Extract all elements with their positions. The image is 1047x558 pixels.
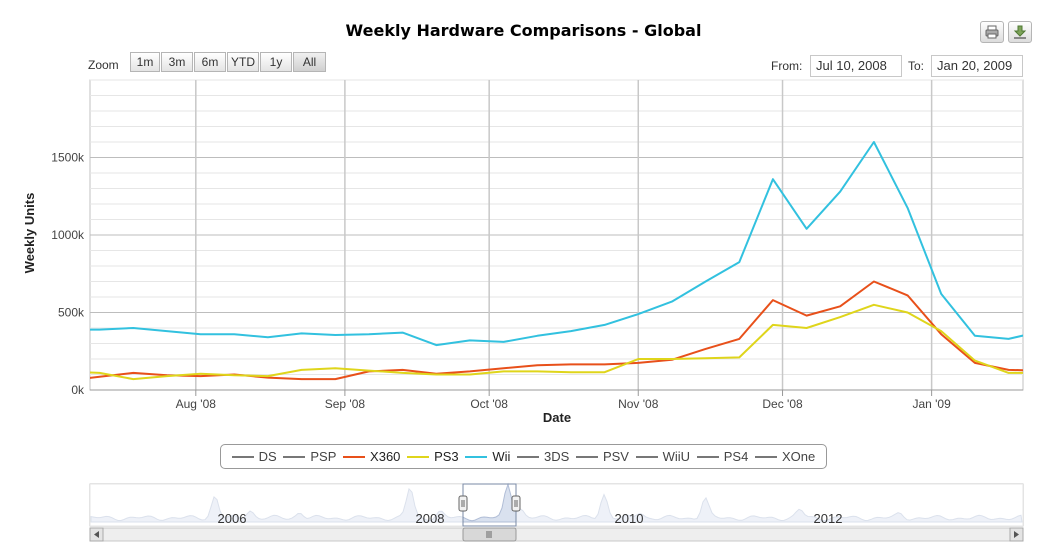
legend-swatch	[231, 455, 254, 458]
export-button[interactable]	[1008, 21, 1032, 43]
scroll-left-button[interactable]	[89, 527, 104, 542]
legend-item-x360[interactable]: X360	[343, 449, 400, 464]
legend-label: 3DS	[544, 449, 570, 464]
arrow-left-icon	[94, 531, 99, 538]
navigator-year-label: 2008	[416, 511, 445, 526]
navigator-mask-right	[516, 484, 1023, 526]
scroll-right-button[interactable]	[1009, 527, 1024, 542]
line-chart: 0k 500k 1000k 1500k Aug '08 Sep '08 Oct '08 Nov…	[22, 79, 1024, 425]
legend-swatch	[343, 455, 366, 458]
series-line-wii	[90, 141, 1023, 347]
to-label: To:	[908, 59, 925, 73]
legend-label: DS	[258, 449, 277, 464]
chart-title: Weekly Hardware Comparisons - Global	[345, 21, 702, 40]
y-tick-label: 1500k	[51, 151, 85, 165]
legend: DS PSP X360 PS3 Wii 3DS PSV WiiU PS4 XOne	[220, 444, 827, 469]
navigator[interactable]: 2006 2008 2010 2012	[0, 482, 1047, 552]
legend-swatch	[696, 455, 719, 458]
legend-item-wii[interactable]: Wii	[465, 449, 510, 464]
legend-item-psp[interactable]: PSP	[283, 449, 336, 464]
navigator-scrollbar-thumb[interactable]	[462, 527, 517, 542]
legend-label: WiiU	[662, 449, 691, 464]
navigator-year-label: 2006	[218, 511, 247, 526]
legend-swatch	[517, 455, 540, 458]
y-tick-label: 1000k	[51, 228, 85, 242]
x-tick-label: Nov '08	[618, 397, 659, 411]
navigator-handle-left[interactable]	[458, 495, 468, 512]
legend-swatch	[465, 455, 488, 458]
y-tick-label: 500k	[58, 306, 85, 320]
from-label: From:	[771, 59, 803, 73]
to-date-input[interactable]: Jan 20, 2009	[931, 55, 1023, 77]
legend-label: PSV	[602, 449, 629, 464]
legend-swatch	[635, 455, 658, 458]
print-button[interactable]	[980, 21, 1004, 43]
zoom-1m-button[interactable]: 1m	[130, 52, 160, 72]
legend-label: PS3	[434, 449, 459, 464]
legend-swatch	[575, 455, 598, 458]
navigator-scrollbar-track[interactable]	[89, 527, 1024, 542]
zoom-3m-button[interactable]: 3m	[161, 52, 193, 72]
legend-item-xone[interactable]: XOne	[754, 449, 816, 464]
legend-label: XOne	[781, 449, 816, 464]
x-tick-label: Sep '08	[325, 397, 366, 411]
arrow-right-icon	[1014, 531, 1019, 538]
series-layer	[90, 141, 1023, 381]
x-axis-label: Date	[543, 410, 571, 425]
legend-item-ps3[interactable]: PS3	[407, 449, 459, 464]
legend-label: PSP	[310, 449, 337, 464]
zoom-all-button[interactable]: All	[293, 52, 326, 72]
legend-swatch	[754, 455, 777, 458]
legend-label: Wii	[492, 449, 511, 464]
grid-lines	[89, 79, 1024, 391]
x-tick-label: Jan '09	[912, 397, 951, 411]
x-tick-label: Aug '08	[176, 397, 217, 411]
y-tick-label: 0k	[71, 383, 85, 397]
navigator-year-label: 2010	[615, 511, 644, 526]
zoom-6m-button[interactable]: 6m	[194, 52, 226, 72]
legend-item-psv[interactable]: PSV	[575, 449, 629, 464]
legend-item-3ds[interactable]: 3DS	[517, 449, 569, 464]
zoom-1y-button[interactable]: 1y	[260, 52, 292, 72]
printer-icon	[985, 25, 999, 39]
navigator-mask-left	[90, 484, 463, 526]
legend-label: X360	[370, 449, 401, 464]
y-axis-label: Weekly Units	[22, 193, 37, 274]
navigator-handle-right[interactable]	[511, 495, 521, 512]
legend-label: PS4	[723, 449, 749, 464]
legend-swatch	[407, 455, 430, 458]
legend-item-ps4[interactable]: PS4	[696, 449, 749, 464]
legend-swatch	[283, 455, 306, 458]
axes-layer: 0k 500k 1000k 1500k Aug '08 Sep '08 Oct '08 Nov…	[51, 151, 1023, 411]
legend-item-wiiu[interactable]: WiiU	[635, 449, 691, 464]
navigator-year-label: 2012	[814, 511, 843, 526]
zoom-ytd-button[interactable]: YTD	[227, 52, 259, 72]
x-tick-label: Dec '08	[762, 397, 803, 411]
legend-item-ds[interactable]: DS	[231, 449, 277, 464]
series-line-ps3	[90, 303, 1023, 381]
x-tick-label: Oct '08	[470, 397, 508, 411]
zoom-label: Zoom	[88, 58, 119, 72]
from-date-input[interactable]: Jul 10, 2008	[810, 55, 902, 77]
download-icon	[1013, 25, 1027, 39]
